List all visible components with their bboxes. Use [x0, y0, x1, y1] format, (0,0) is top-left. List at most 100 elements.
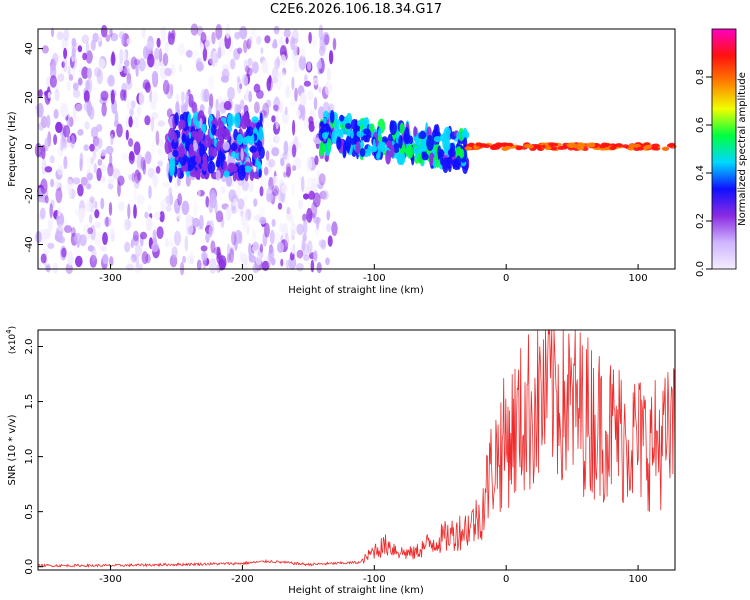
colorbar-tick-label: 0.0 [695, 261, 706, 277]
heatmap-cell [310, 259, 315, 273]
heatmap-cell [128, 173, 134, 181]
heatmap-cell [313, 97, 318, 110]
heatmap-cell [286, 86, 290, 98]
heatmap-cell [212, 52, 219, 64]
heatmap-cell [306, 156, 313, 172]
heatmap-cell [77, 129, 84, 136]
heatmap-cell [215, 169, 221, 181]
heatmap-cell [420, 137, 428, 152]
heatmap-cell [312, 77, 319, 86]
heatmap-cell [223, 170, 230, 178]
heatmap-cell [239, 25, 248, 40]
heatmap-cell [578, 143, 586, 148]
heatmap-cell [165, 205, 172, 212]
heatmap-cell [217, 47, 222, 59]
heatmap-cell [385, 149, 391, 165]
heatmap-cell [251, 61, 259, 74]
heatmap-cell [68, 183, 72, 200]
heatmap-cell [47, 242, 55, 249]
heatmap-cell [307, 90, 314, 101]
heatmap-cell [77, 77, 83, 86]
y-tick-label: 0 [24, 143, 35, 149]
heatmap-cell [100, 24, 108, 38]
heatmap-cell [269, 229, 275, 245]
heatmap-cell [321, 190, 329, 201]
heatmap-cell [52, 262, 59, 274]
heatmap-cell [154, 47, 160, 60]
heatmap-cell [268, 245, 275, 261]
heatmap-cell [124, 241, 131, 253]
heatmap-cell [155, 130, 160, 146]
heatmap-cell [209, 157, 213, 165]
heatmap-cell [145, 216, 153, 232]
heatmap-cell [244, 165, 252, 173]
heatmap-cell [307, 240, 313, 255]
heatmap-cell [256, 89, 264, 99]
heatmap-cell [94, 142, 100, 152]
heatmap-cell [355, 141, 361, 154]
heatmap-cell [110, 32, 119, 42]
heatmap-cell [313, 120, 321, 129]
heatmap-cell [165, 41, 169, 54]
heatmap-cell [168, 32, 175, 46]
heatmap-cell [271, 115, 276, 123]
heatmap-cell [242, 137, 249, 145]
heatmap-cell [296, 223, 305, 235]
heatmap-cell [205, 196, 210, 208]
heatmap-cell [548, 142, 556, 147]
heatmap-cell [249, 247, 254, 261]
heatmap-cell [230, 58, 236, 70]
heatmap-cell [250, 27, 257, 39]
heatmap-cell [136, 105, 142, 117]
heatmap-cell [390, 145, 395, 158]
heatmap-cell [71, 47, 76, 59]
heatmap-cell [399, 122, 405, 135]
x-tick-label: -100 [363, 273, 386, 284]
heatmap-cell [290, 99, 296, 107]
heatmap-cell [72, 177, 81, 185]
heatmap-cell [236, 75, 241, 84]
heatmap-cell [100, 197, 105, 210]
heatmap-cell [112, 168, 121, 180]
heatmap-cell [353, 134, 358, 144]
heatmap-cell [46, 114, 51, 129]
heatmap-cell [55, 121, 63, 133]
heatmap-cell [144, 81, 151, 93]
colorbar-tick-label: 0.2 [695, 213, 706, 229]
heatmap-cell [199, 214, 204, 230]
heatmap-cell [318, 86, 322, 94]
heatmap-cell [122, 50, 127, 61]
heatmap-cell [92, 32, 99, 43]
spectrogram-ylabel: Frequency (Hz) [7, 111, 18, 187]
heatmap-cell [283, 157, 288, 173]
heatmap-cell [128, 151, 135, 165]
heatmap-cell [515, 145, 523, 150]
heatmap-cell [139, 231, 148, 240]
heatmap-cell [245, 208, 252, 221]
heatmap-cell [134, 58, 140, 66]
heatmap-cell [225, 174, 233, 187]
heatmap-cell [312, 177, 318, 190]
heatmap-cell [177, 193, 183, 206]
heatmap-cell [90, 39, 96, 51]
heatmap-cell [162, 52, 169, 67]
heatmap-cell [129, 108, 134, 117]
heatmap-cell [339, 114, 345, 122]
heatmap-cell [666, 143, 674, 148]
heatmap-cell [263, 166, 269, 176]
heatmap-cell [109, 153, 113, 168]
heatmap-cell [165, 194, 174, 206]
heatmap-cell [256, 139, 263, 152]
heatmap-cell [313, 250, 318, 262]
heatmap-cell [304, 74, 308, 83]
heatmap-cell [251, 116, 259, 124]
heatmap-cell [189, 170, 198, 178]
heatmap-cell [192, 139, 198, 152]
heatmap-cell [41, 144, 46, 160]
heatmap-cell [153, 92, 159, 104]
heatmap-cell [577, 146, 584, 151]
y-tick-label: 0.0 [24, 559, 35, 575]
heatmap-cell [97, 58, 106, 69]
heatmap-cell [75, 255, 83, 268]
heatmap-cell [271, 67, 279, 79]
